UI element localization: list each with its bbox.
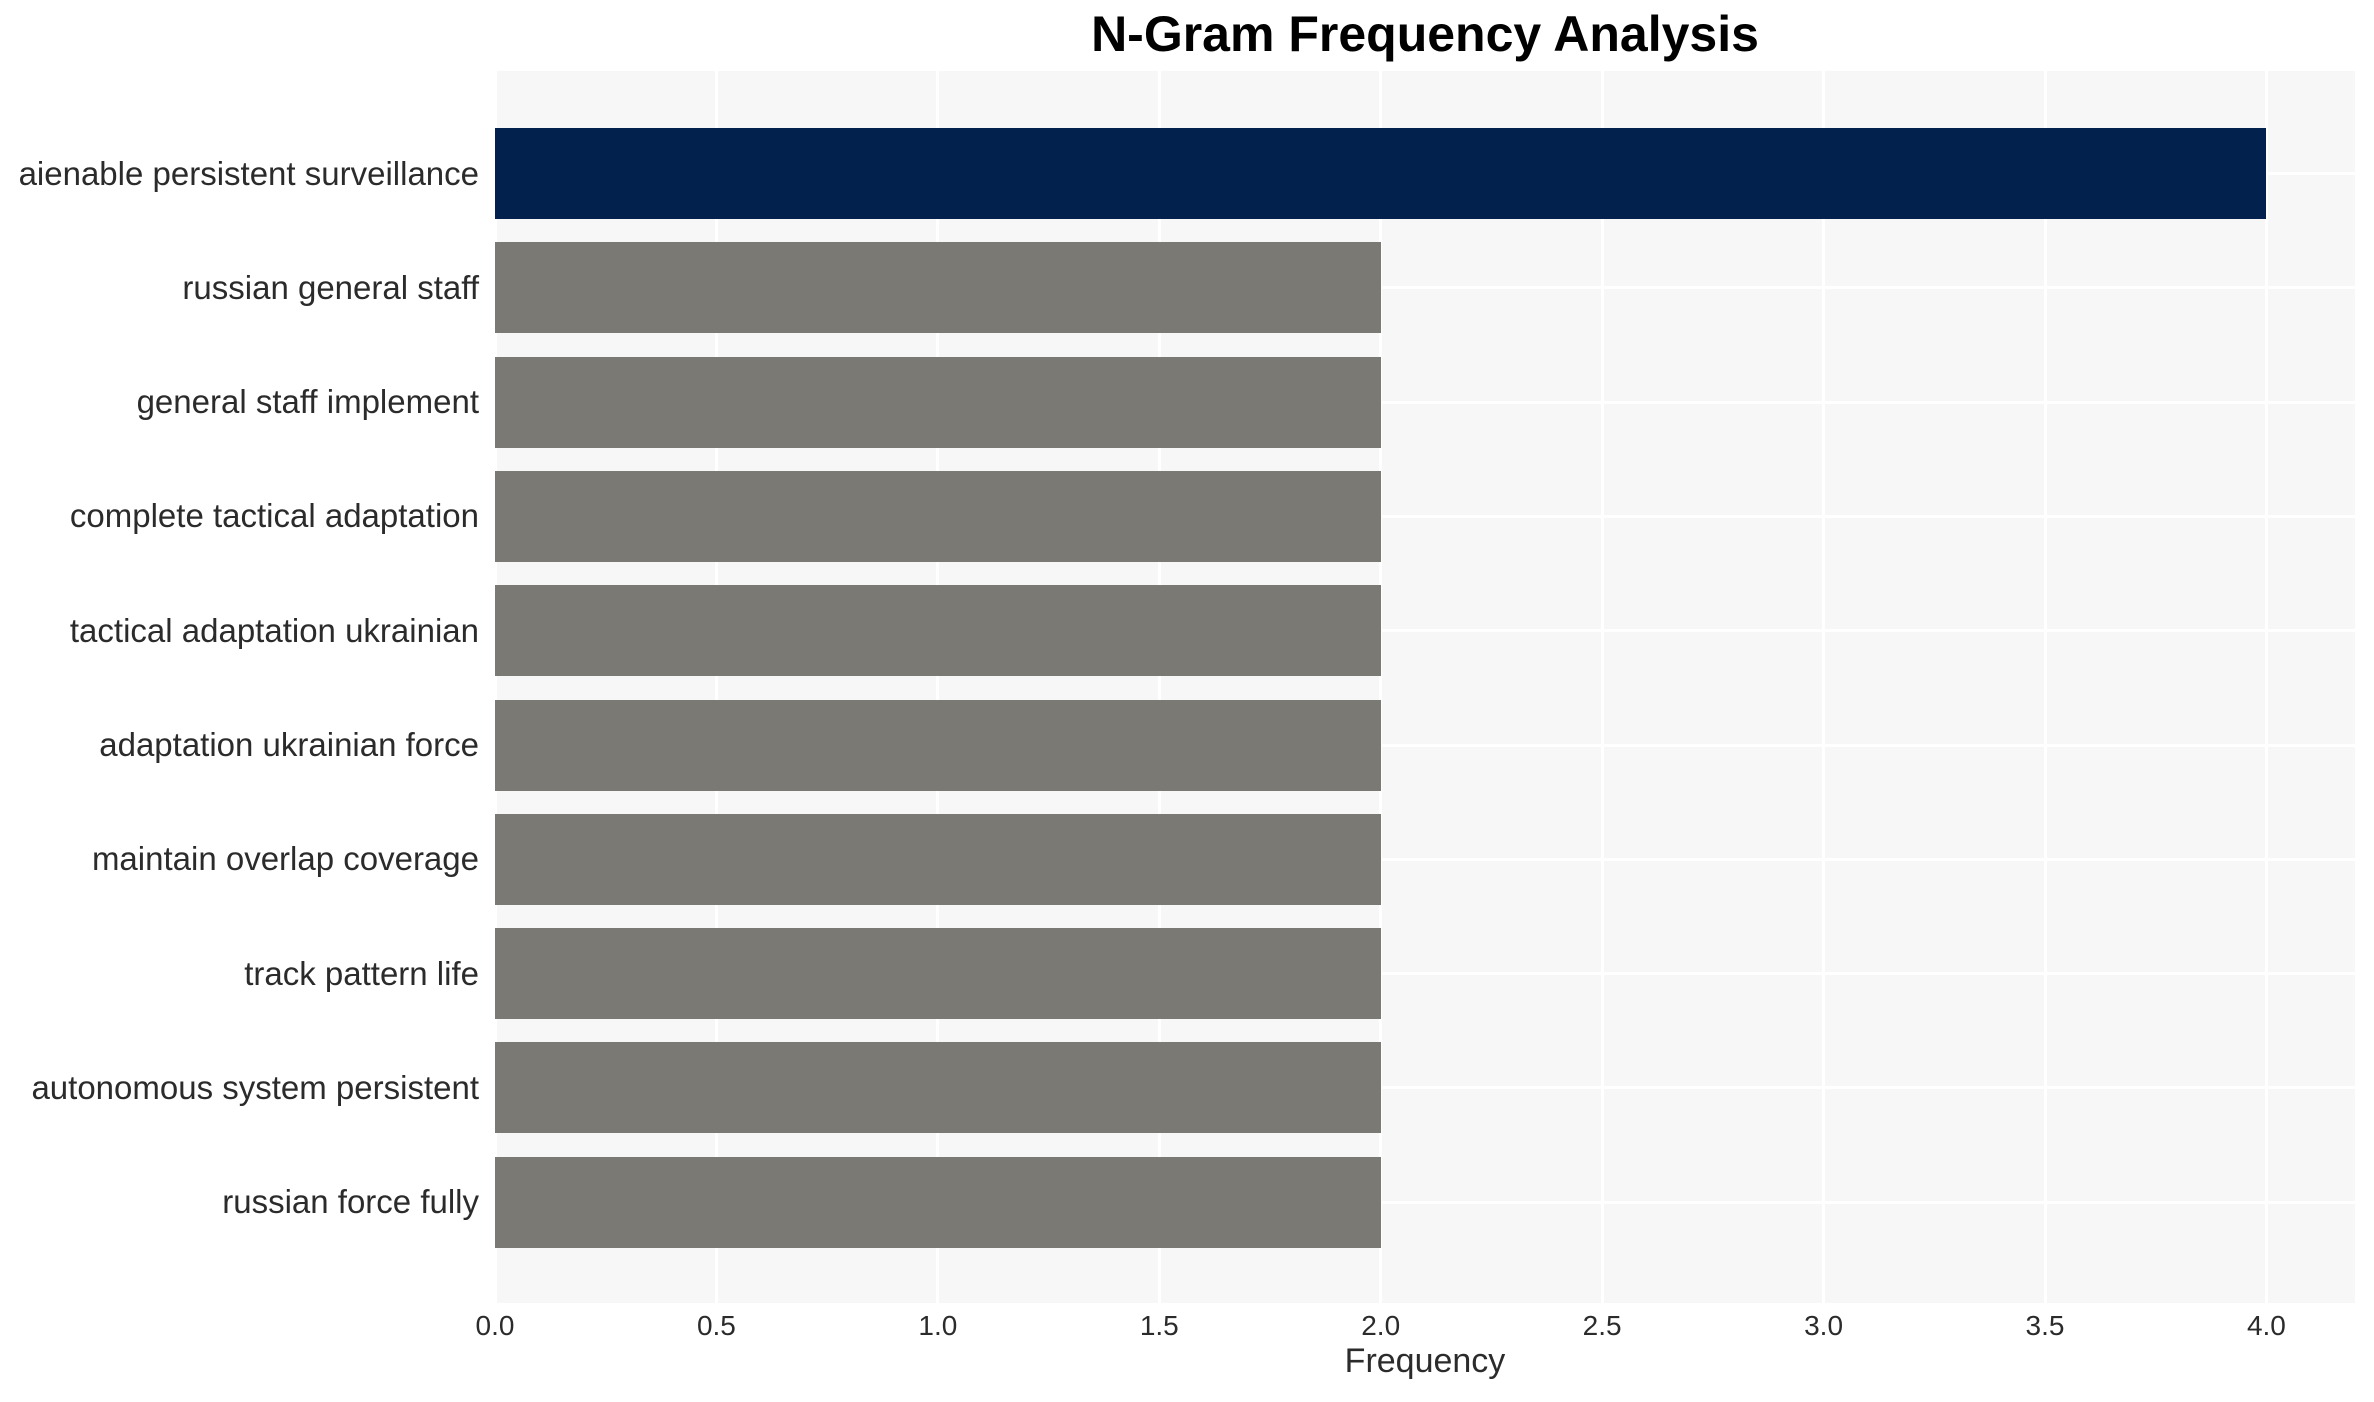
x-tick-label: 3.5: [2025, 1310, 2065, 1341]
bar: [495, 128, 2267, 219]
category-label: complete tactical adaptation: [69, 497, 479, 535]
bar: [495, 928, 1381, 1020]
x-axis-label: Frequency: [1344, 1342, 1506, 1380]
category-label: adaptation ukrainian force: [99, 726, 479, 763]
bar: [495, 1042, 1381, 1134]
bar: [495, 242, 1381, 334]
plot-area: [493, 71, 2355, 1303]
category-label: autonomous system persistent: [31, 1068, 479, 1106]
y-gridline: [495, 286, 2355, 290]
bar: [495, 699, 1381, 791]
y-gridline: [495, 1086, 2355, 1090]
y-gridline: [495, 514, 2355, 518]
x-gridline: [714, 71, 718, 1303]
x-gridline: [1600, 71, 1604, 1303]
y-gridline: [495, 743, 2355, 747]
x-gridline: [2264, 71, 2268, 1303]
x-tick-label: 2.5: [1582, 1310, 1622, 1341]
bar: [495, 813, 1381, 905]
x-tick-label: 0.0: [475, 1310, 515, 1341]
chart-title: N-Gram Frequency Analysis: [1091, 6, 1759, 62]
x-gridline: [2043, 71, 2047, 1303]
category-label: tactical adaptation ukrainian: [69, 611, 479, 649]
bar: [495, 470, 1381, 562]
y-gridline: [495, 857, 2355, 861]
category-label: russian force fully: [222, 1183, 479, 1221]
x-tick-label: 4.0: [2246, 1310, 2286, 1341]
y-gridline: [495, 400, 2355, 404]
bar: [495, 356, 1381, 448]
bar: [495, 585, 1381, 677]
x-tick-label: 1.0: [918, 1310, 958, 1341]
x-tick-label: 0.5: [696, 1310, 736, 1341]
x-gridline: [1379, 71, 1383, 1303]
x-tick-label: 3.0: [1804, 1310, 1844, 1341]
y-axis-category-labels: aienable persistent surveillance russian …: [0, 71, 479, 1303]
x-tick-label: 2.0: [1361, 1310, 1401, 1341]
y-gridline: [495, 629, 2355, 633]
x-gridline: [936, 71, 940, 1303]
bar: [495, 1156, 1381, 1248]
x-tick-label: 1.5: [1139, 1310, 1179, 1341]
category-label: russian general staff: [182, 268, 479, 306]
y-gridline: [495, 1200, 2355, 1204]
category-label: general staff implement: [136, 383, 479, 421]
x-gridline: [493, 71, 497, 1303]
x-gridline: [1822, 71, 1826, 1303]
category-label: aienable persistent surveillance: [18, 154, 479, 192]
x-gridline: [1157, 71, 1161, 1303]
category-label: maintain overlap coverage: [91, 840, 479, 878]
y-gridline: [495, 972, 2355, 976]
category-label: track pattern life: [244, 954, 479, 992]
